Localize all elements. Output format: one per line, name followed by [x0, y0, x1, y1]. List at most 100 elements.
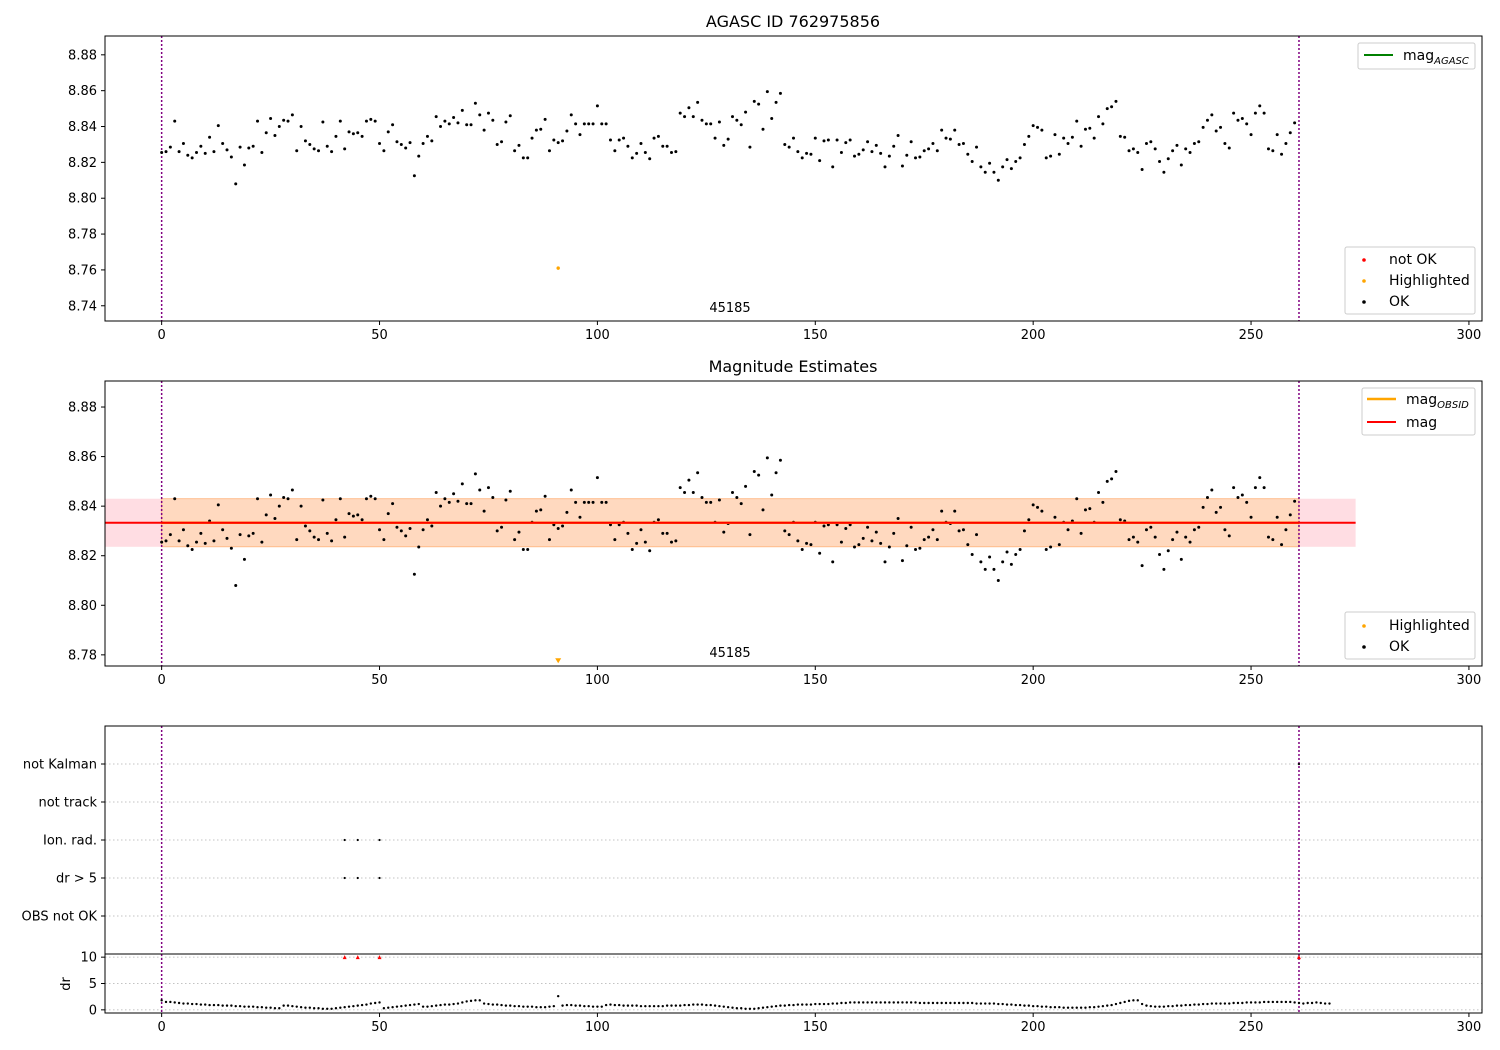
p4-dr-point [692, 1003, 695, 1006]
p1-mag-point [177, 150, 181, 154]
p2-mag-point [229, 546, 233, 550]
p4-dr-point [190, 1002, 194, 1006]
p2-mag-point [238, 533, 242, 537]
p4-dr-point [308, 1006, 312, 1009]
p4-dr-point [1167, 1004, 1170, 1008]
p1-mag-point [1158, 159, 1162, 163]
p4-dr-point [1245, 1001, 1248, 1004]
p2-mag-point [508, 489, 512, 493]
p1-mag-point [639, 142, 643, 146]
legend-mag-agasc-sub: AGASC [1433, 56, 1469, 67]
p4-dr-point [770, 1005, 773, 1008]
p4-dr-point [326, 1007, 329, 1010]
p2-mag-point [1057, 543, 1061, 547]
panel-magnitude-estimates-annotation: 45185 [709, 646, 750, 661]
p4-dr-point [208, 1003, 211, 1007]
p4-dr-point [1036, 1004, 1039, 1008]
p2-mag-point [1227, 534, 1231, 538]
p2-mag-point [186, 544, 190, 548]
p4-dr-point [892, 1001, 895, 1004]
p3-category-label: not Kalman [23, 758, 97, 773]
p1-mag-point [805, 151, 809, 155]
p1-mag-point [1262, 111, 1266, 115]
p2-mag-point [696, 471, 700, 475]
p2-mag-point [1232, 486, 1236, 490]
p2-mag-point [373, 497, 377, 501]
p4-dr-point [495, 1003, 499, 1006]
p4-dr-point [1258, 1001, 1261, 1004]
p2-mag-point [303, 524, 307, 528]
p4-dr-point [413, 1003, 416, 1006]
p2-mag-point [212, 539, 216, 543]
p2-xtick-label: 0 [158, 673, 166, 688]
p2-mag-point [822, 524, 826, 528]
p1-mag-point [870, 150, 874, 154]
p1-mag-point [574, 122, 578, 126]
p2-mag-point [1166, 549, 1170, 553]
p4-clipped-point [355, 955, 360, 960]
p4-ytick-label: 5 [89, 977, 97, 992]
p2-mag-point [561, 524, 565, 528]
p4-dr-point [1162, 1005, 1166, 1008]
p4-dr-point [1097, 1005, 1100, 1008]
p2-mag-point [234, 583, 238, 587]
p4-dr-point [182, 1002, 185, 1005]
p2-mag-point [173, 497, 177, 501]
legend-mag-obsid-label: mag [1406, 392, 1437, 408]
p4-dr-point [426, 1005, 429, 1008]
p1-mag-point [656, 134, 660, 138]
p4-dr-point [953, 1001, 956, 1005]
p2-mag-point [282, 495, 286, 499]
panel-agasc-legend-lower: not OK Highlighted OK [1344, 246, 1476, 315]
p1-mag-point [1280, 152, 1284, 156]
p4-dr-point [875, 1001, 878, 1004]
p2-mag-point [914, 548, 918, 552]
p4-dr-point [596, 1005, 599, 1008]
p2-mag-point [722, 530, 726, 534]
p2-mag-point [469, 502, 473, 506]
p2-mag-point [1219, 505, 1223, 509]
p1-mag-point [1214, 129, 1218, 133]
p4-dr-point [1241, 1001, 1244, 1005]
p4-dr-point [757, 1007, 760, 1010]
p4-dr-point [805, 1003, 808, 1006]
p4-dr-point [962, 1001, 965, 1005]
p2-mag-point [195, 540, 199, 544]
p1-mag-point [173, 119, 177, 123]
p2-mag-point [648, 549, 652, 553]
p2-mag-point [395, 525, 399, 529]
p2-mag-point [1005, 550, 1009, 554]
p2-mag-point [687, 478, 691, 482]
p1-mag-point [1079, 144, 1083, 148]
p2-mag-point [1036, 505, 1040, 509]
p2-mag-point [1179, 557, 1183, 561]
p4-dr-point [251, 1005, 255, 1008]
p2-mag-point [761, 508, 765, 512]
p1-mag-point [931, 142, 935, 146]
p4-dr-point [1005, 1003, 1009, 1006]
p4-dr-point [1180, 1004, 1183, 1007]
p4-dr-point [583, 1004, 586, 1008]
p2-mag-point [918, 546, 922, 550]
p4-dr-point [204, 1003, 207, 1006]
p4-dr-point [1249, 1001, 1253, 1004]
p1-mag-point [495, 142, 499, 146]
p4-dr-point [1040, 1005, 1044, 1008]
p4-ytick-label: 0 [89, 1003, 97, 1018]
p2-mag-point [757, 473, 761, 477]
p4-xtick-label: 0 [158, 1020, 166, 1035]
p4-dr-point [1123, 1000, 1126, 1004]
p2-mag-point [1044, 548, 1048, 552]
p1-mag-point [482, 128, 486, 132]
p4-dr-point [260, 1006, 264, 1009]
p2-ytick-label: 8.84 [68, 500, 97, 515]
p1-mag-point [282, 118, 286, 122]
p1-highlighted-point [556, 266, 560, 270]
p1-mag-point [853, 154, 857, 158]
p2-mag-point [1184, 535, 1188, 539]
p1-mag-point [643, 151, 647, 155]
p2-mag-point [765, 456, 769, 460]
p4-dr-point [1197, 1003, 1200, 1006]
p2-mag-point [1149, 525, 1153, 529]
